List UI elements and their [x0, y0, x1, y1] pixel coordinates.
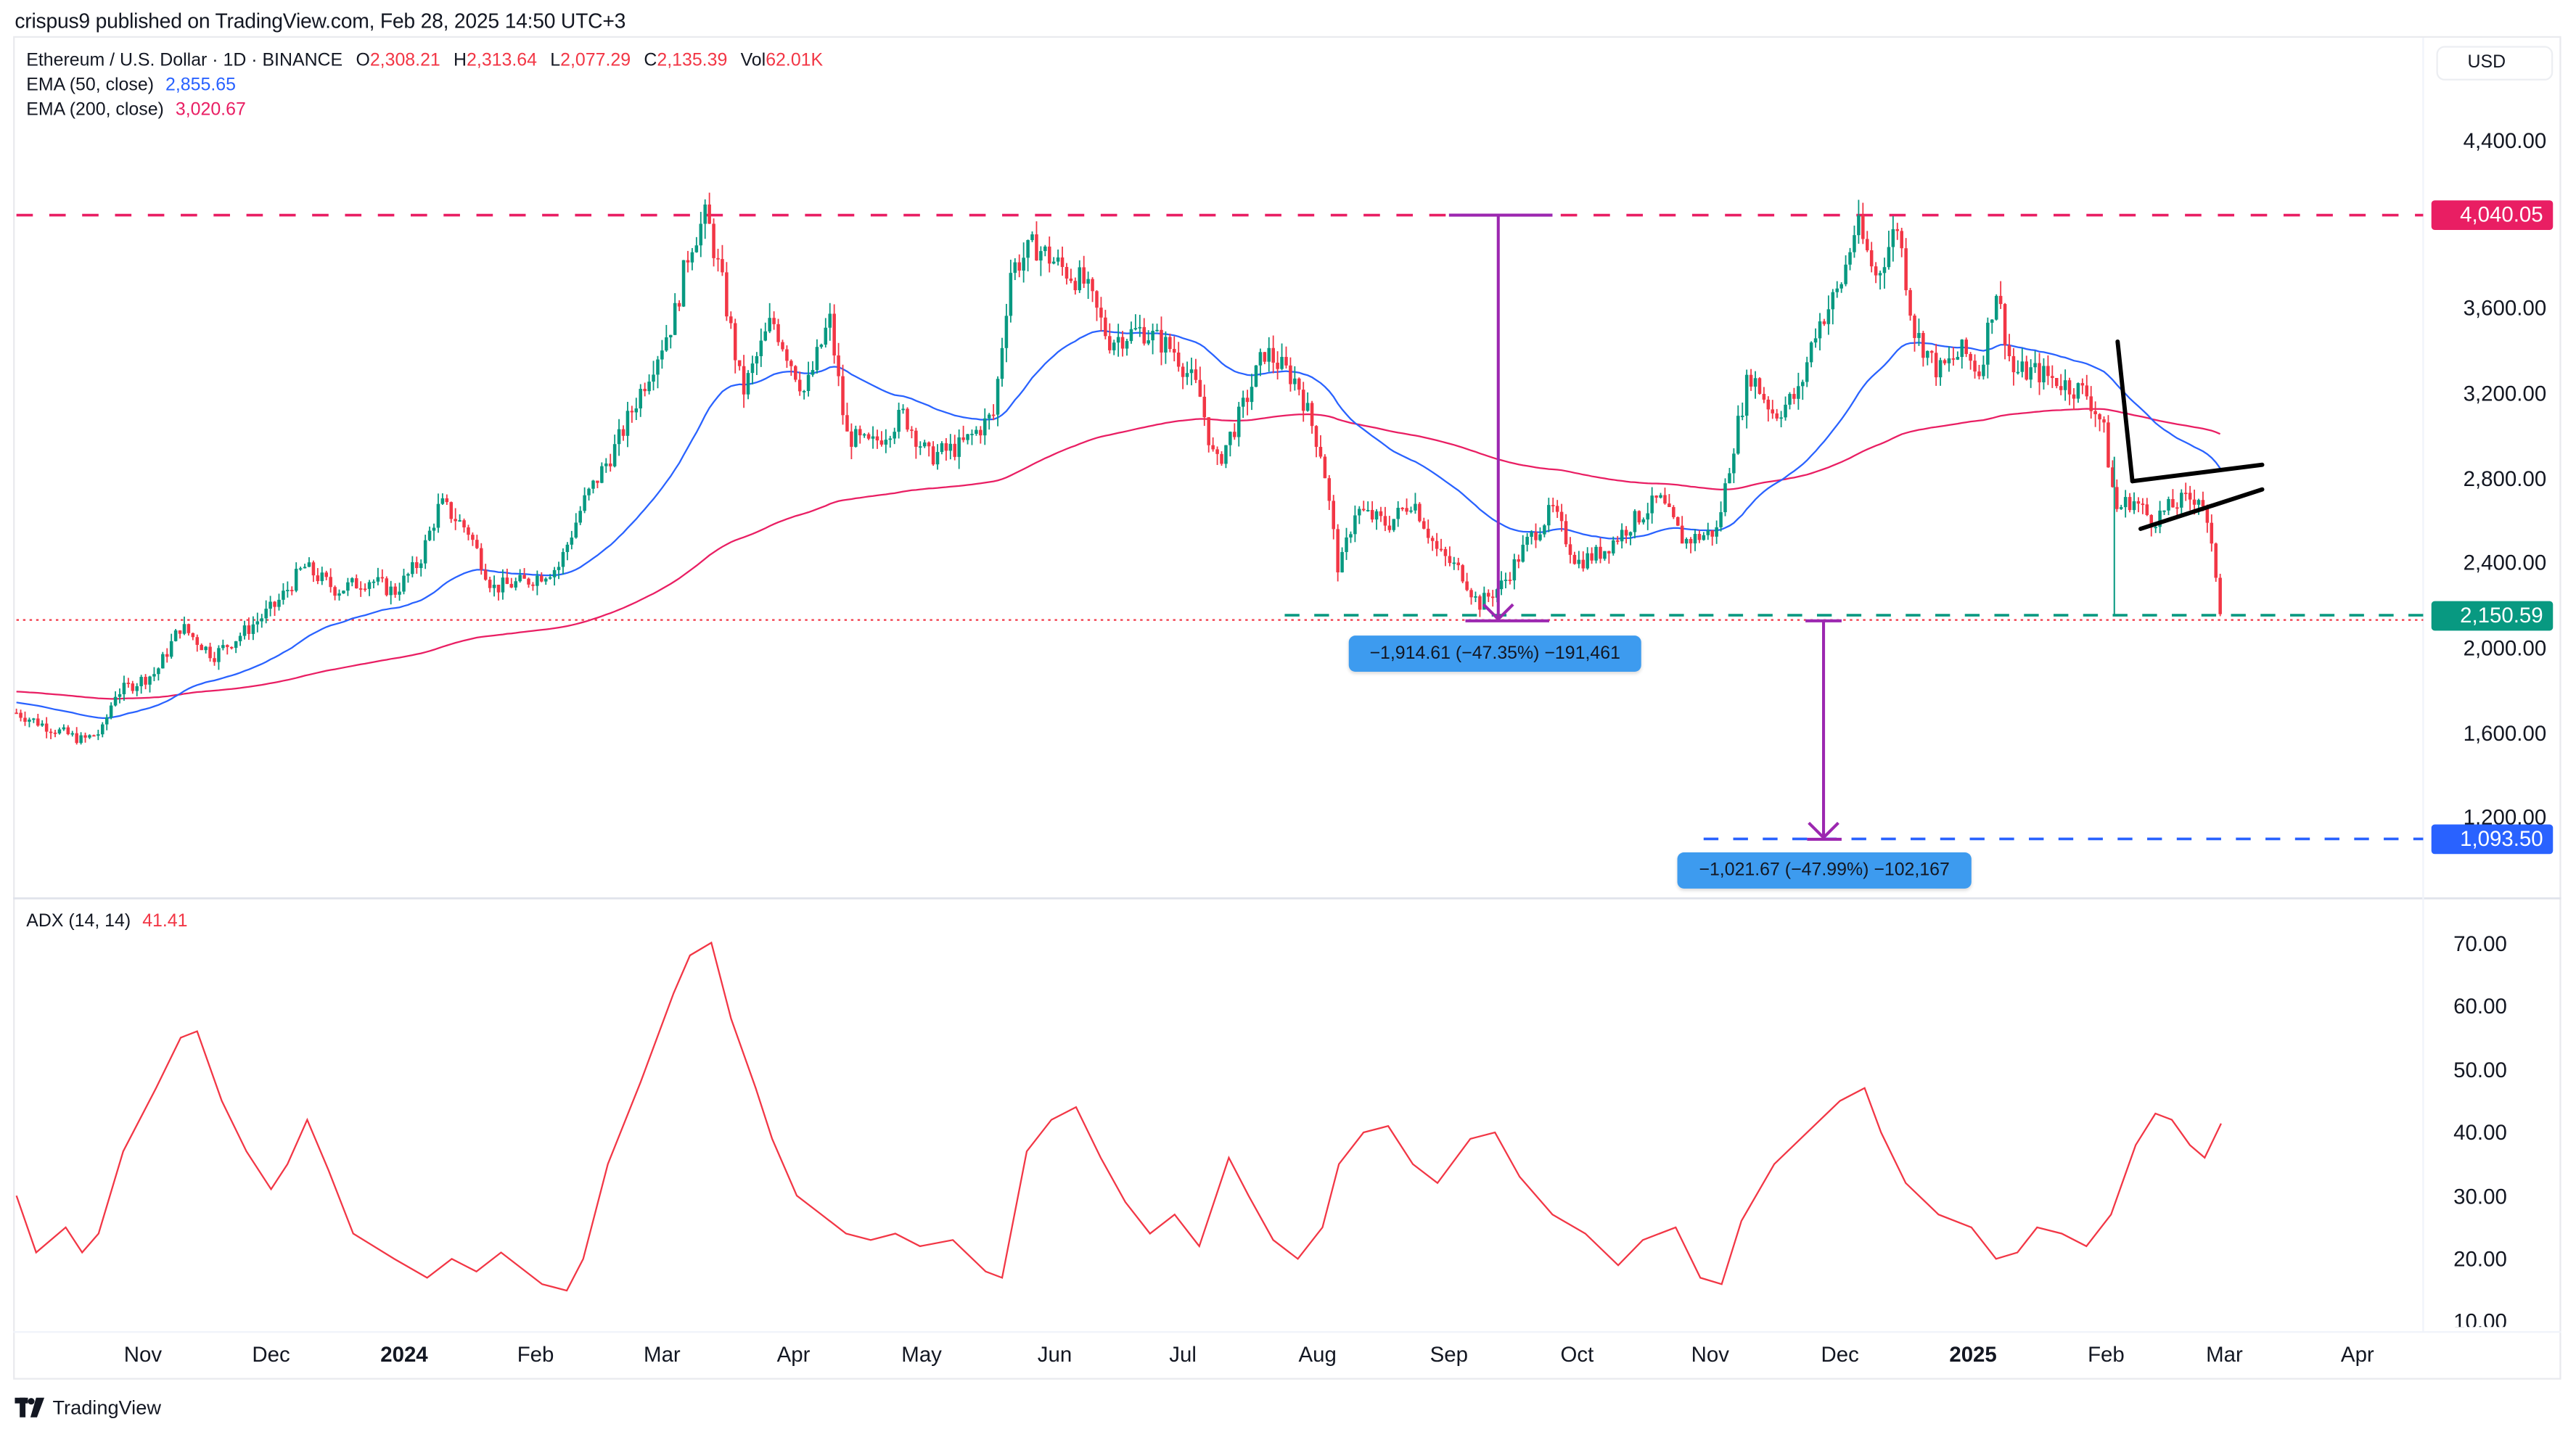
time-axis-label: Dec — [252, 1341, 290, 1367]
high-value: 2,313.64 — [467, 51, 538, 71]
time-axis-label: Feb — [2088, 1341, 2125, 1367]
ema-50-label: EMA (50, close) — [26, 75, 155, 96]
tradingview-logo-icon — [15, 1397, 45, 1417]
time-axis-label-year: 2024 — [380, 1341, 428, 1367]
measure-tool-1[interactable] — [1448, 213, 1553, 622]
ema-200-legend[interactable]: EMA (200, close) 3,020.67 — [26, 100, 246, 120]
price-axis-label: 4,400.00 — [2463, 128, 2547, 153]
time-axis-label-year: 2025 — [1949, 1341, 1997, 1367]
adx-axis-label: 50.00 — [2453, 1058, 2507, 1082]
ema-50-line — [16, 329, 2221, 719]
price-axis-label: 3,200.00 — [2463, 381, 2547, 406]
time-axis-label: Feb — [517, 1341, 554, 1367]
currency-button[interactable]: USD — [2436, 46, 2554, 81]
resistance-price-tag[interactable]: 4,040.05 — [2431, 200, 2554, 230]
time-axis-label: Jun — [1037, 1341, 1072, 1367]
target-price-tag[interactable]: 1,093.50 — [2431, 824, 2554, 855]
current-price-tag[interactable]: 2,150.59 — [2431, 601, 2554, 631]
tradingview-brand: TradingView — [52, 1396, 161, 1420]
ema-50-value: 2,855.65 — [165, 75, 236, 96]
publish-info: crispus9 published on TradingView.com, F… — [15, 9, 626, 33]
time-axis-label: Oct — [1560, 1341, 1594, 1367]
low-value: 2,077.29 — [560, 51, 631, 71]
adx-axis-label: 20.00 — [2453, 1246, 2507, 1272]
main-series-legend[interactable]: Ethereum / U.S. Dollar · 1D · BINANCE O2… — [26, 51, 824, 71]
time-axis-label: Nov — [123, 1341, 163, 1367]
price-axis-label: 1,600.00 — [2463, 720, 2547, 746]
price-axis-label: 2,000.00 — [2463, 635, 2547, 661]
measure-label-2[interactable]: −1,021.67 (−47.99%) −102,167 — [1677, 852, 1972, 889]
time-axis-label: Apr — [2340, 1341, 2374, 1367]
adx-axis-label: 30.00 — [2453, 1184, 2507, 1209]
time-axis-label: Aug — [1298, 1341, 1337, 1367]
pennant-pattern[interactable] — [2115, 339, 2265, 531]
volume-value: 62.01K — [766, 51, 824, 71]
adx-value: 41.41 — [142, 911, 188, 931]
ema-50-legend[interactable]: EMA (50, close) 2,855.65 — [26, 75, 236, 95]
time-axis-label: Jul — [1169, 1341, 1197, 1367]
open-value: 2,308.21 — [369, 51, 440, 71]
ema-200-line — [16, 408, 2221, 700]
measure-tool-2[interactable] — [1805, 619, 1842, 841]
time-axis-label: Apr — [776, 1341, 811, 1367]
ema-200-label: EMA (200, close) — [26, 100, 164, 120]
time-axis-label: Mar — [644, 1341, 681, 1367]
price-axis-label: 3,600.00 — [2463, 295, 2547, 321]
chart-frame — [13, 36, 2561, 1380]
measure-label-1[interactable]: −1,914.61 (−47.35%) −191,461 — [1348, 635, 1641, 672]
adx-legend[interactable]: ADX (14, 14) 41.41 — [26, 912, 187, 931]
time-axis-label: Dec — [1821, 1341, 1859, 1367]
adx-axis-label: 10.00 — [2453, 1309, 2507, 1328]
time-axis-label: May — [901, 1341, 942, 1367]
adx-axis-label: 60.00 — [2453, 993, 2507, 1019]
adx-label: ADX (14, 14) — [26, 911, 131, 931]
time-axis-label: Nov — [1691, 1341, 1730, 1367]
price-axis-label: 2,400.00 — [2463, 550, 2547, 575]
adx-line — [15, 941, 2222, 1292]
time-axis-label: Sep — [1429, 1341, 1469, 1367]
tradingview-logo[interactable]: TradingView — [15, 1396, 161, 1419]
time-axis-label: Mar — [2206, 1341, 2243, 1367]
close-value: 2,135.39 — [657, 51, 728, 71]
adx-axis-label: 40.00 — [2453, 1120, 2507, 1145]
ema-200-value: 3,020.67 — [175, 100, 246, 120]
price-axis-label: 2,800.00 — [2463, 466, 2547, 491]
candlestick-series — [15, 192, 2222, 745]
symbol-name[interactable]: Ethereum / U.S. Dollar · 1D · BINANCE — [26, 51, 343, 71]
adx-axis-label: 70.00 — [2453, 931, 2507, 956]
